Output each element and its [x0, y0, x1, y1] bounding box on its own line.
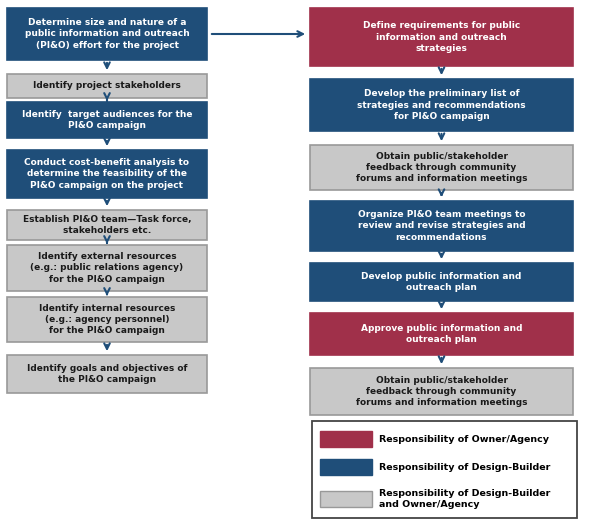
- FancyBboxPatch shape: [7, 210, 207, 240]
- Text: Organize PI&O team meetings to
review and revise strategies and
recommendations: Organize PI&O team meetings to review an…: [358, 210, 525, 242]
- FancyBboxPatch shape: [7, 74, 207, 98]
- FancyBboxPatch shape: [312, 421, 577, 518]
- FancyBboxPatch shape: [320, 459, 372, 475]
- Text: Determine size and nature of a
public information and outreach
(PI&O) effort for: Determine size and nature of a public in…: [25, 18, 190, 50]
- Text: Identify  target audiences for the
PI&O campaign: Identify target audiences for the PI&O c…: [22, 110, 192, 130]
- FancyBboxPatch shape: [7, 8, 207, 60]
- Text: Identify project stakeholders: Identify project stakeholders: [33, 82, 181, 90]
- Text: Approve public information and
outreach plan: Approve public information and outreach …: [360, 324, 522, 344]
- FancyBboxPatch shape: [310, 368, 573, 415]
- FancyBboxPatch shape: [310, 145, 573, 190]
- Text: Responsibility of Design-Builder
and Owner/Agency: Responsibility of Design-Builder and Own…: [379, 490, 550, 509]
- Text: Obtain public/stakeholder
feedback through community
forums and information meet: Obtain public/stakeholder feedback throu…: [356, 152, 527, 183]
- FancyBboxPatch shape: [7, 150, 207, 198]
- Text: Identify internal resources
(e.g.: agency personnel)
for the PI&O campaign: Identify internal resources (e.g.: agenc…: [39, 304, 175, 335]
- FancyBboxPatch shape: [7, 102, 207, 138]
- FancyBboxPatch shape: [310, 263, 573, 301]
- Text: Establish PI&O team—Task force,
stakeholders etc.: Establish PI&O team—Task force, stakehol…: [23, 215, 191, 235]
- Text: Obtain public/stakeholder
feedback through community
forums and information meet: Obtain public/stakeholder feedback throu…: [356, 376, 527, 407]
- FancyBboxPatch shape: [320, 491, 372, 507]
- Text: Identify external resources
(e.g.: public relations agency)
for the PI&O campaig: Identify external resources (e.g.: publi…: [31, 253, 184, 283]
- Text: Responsibility of Design-Builder: Responsibility of Design-Builder: [379, 462, 550, 472]
- FancyBboxPatch shape: [7, 245, 207, 291]
- FancyBboxPatch shape: [310, 8, 573, 66]
- Text: Develop the preliminary list of
strategies and recommendations
for PI&O campaign: Develop the preliminary list of strategi…: [357, 89, 526, 121]
- Text: Responsibility of Owner/Agency: Responsibility of Owner/Agency: [379, 435, 549, 444]
- Text: Develop public information and
outreach plan: Develop public information and outreach …: [361, 272, 522, 292]
- Text: Identify goals and objectives of
the PI&O campaign: Identify goals and objectives of the PI&…: [27, 364, 187, 384]
- Text: Conduct cost-benefit analysis to
determine the feasibility of the
PI&O campaign : Conduct cost-benefit analysis to determi…: [25, 158, 190, 190]
- FancyBboxPatch shape: [7, 355, 207, 393]
- FancyBboxPatch shape: [310, 201, 573, 251]
- Text: Define requirements for public
information and outreach
strategies: Define requirements for public informati…: [363, 21, 520, 53]
- FancyBboxPatch shape: [310, 79, 573, 131]
- FancyBboxPatch shape: [7, 297, 207, 342]
- FancyBboxPatch shape: [320, 431, 372, 447]
- FancyBboxPatch shape: [310, 313, 573, 355]
